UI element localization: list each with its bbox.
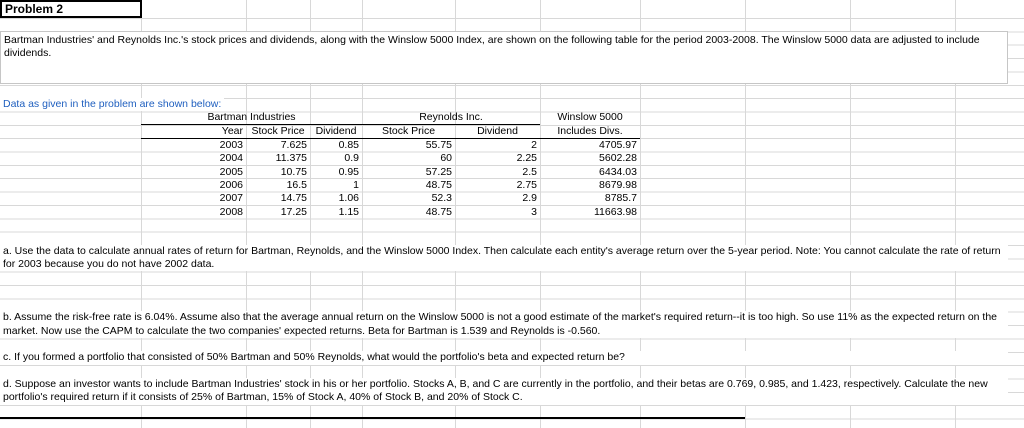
cell-bartman-price[interactable]: 16.5 (286, 179, 307, 192)
col-header-bartman-stock-price[interactable]: Stock Price (246, 124, 310, 140)
v-gridline (745, 0, 746, 428)
col-header-year[interactable]: Year (141, 124, 246, 140)
question-d[interactable]: d. Suppose an investor wants to include … (0, 377, 1008, 405)
v-gridline (540, 0, 541, 428)
problem-title: Problem 2 (5, 2, 64, 16)
cell-winslow-index[interactable]: 8785.7 (604, 192, 637, 205)
bottom-border-line (0, 416, 745, 419)
cell-winslow-index[interactable]: 5602.28 (599, 152, 637, 165)
cell-year[interactable]: 2004 (219, 152, 243, 165)
data-label-cell[interactable]: Data as given in the problem are shown b… (0, 98, 225, 111)
cell-reynolds-dividend[interactable]: 2.75 (516, 179, 537, 192)
cell-reynolds-dividend[interactable]: 2.25 (516, 152, 537, 165)
cell-reynolds-price[interactable]: 48.75 (425, 179, 452, 192)
cell-bartman-price[interactable]: 11.375 (275, 152, 307, 165)
table-row: 2003 7.625 0.85 55.75 2 4705.97 (141, 139, 640, 153)
question-a[interactable]: a. Use the data to calculate annual rate… (0, 244, 1008, 272)
v-gridline (310, 0, 311, 428)
cell-year[interactable]: 2003 (219, 139, 243, 152)
group-header-winslow[interactable]: Winslow 5000 (557, 111, 623, 124)
table-row: 2006 16.5 1 48.75 2.75 8679.98 (141, 179, 640, 192)
cell-year[interactable]: 2007 (219, 192, 243, 205)
cell-bartman-price[interactable]: 14.75 (280, 192, 307, 205)
cell-year[interactable]: 2005 (219, 165, 243, 178)
question-b-text: b. Assume the risk-free rate is 6.04%. A… (3, 311, 998, 337)
col-header-reynolds-stock-price[interactable]: Stock Price (362, 124, 455, 140)
cell-reynolds-price[interactable]: 57.25 (425, 165, 452, 178)
cell-year[interactable]: 2008 (219, 205, 243, 218)
v-gridline (141, 0, 142, 428)
cell-winslow-index[interactable]: 6434.03 (599, 165, 637, 178)
cell-winslow-index[interactable]: 4705.97 (599, 139, 637, 152)
column-header-row: Year Stock Price Dividend Stock Price Di… (141, 124, 640, 140)
col-header-winslow-includes-divs[interactable]: Includes Divs. (540, 124, 640, 140)
question-b[interactable]: b. Assume the risk-free rate is 6.04%. A… (0, 311, 1008, 338)
cell-bartman-price[interactable]: 17.25 (280, 205, 307, 218)
cell-reynolds-dividend[interactable]: 2.9 (522, 192, 537, 205)
table-row: 2008 17.25 1.15 48.75 3 11663.98 (141, 206, 640, 219)
cell-bartman-dividend[interactable]: 1 (353, 179, 359, 192)
v-gridline (246, 0, 247, 428)
cell-reynolds-price[interactable]: 52.3 (431, 192, 452, 205)
data-table: Bartman Industries Reynolds Inc. Winslow… (141, 111, 640, 219)
v-gridline (850, 0, 851, 428)
cell-reynolds-dividend[interactable]: 2 (531, 139, 537, 152)
cell-reynolds-price[interactable]: 60 (440, 152, 452, 165)
cell-bartman-price[interactable]: 7.625 (280, 139, 307, 152)
cell-bartman-price[interactable]: 10.75 (280, 165, 307, 178)
cell-reynolds-price[interactable]: 55.75 (425, 139, 452, 152)
problem-title-cell[interactable]: Problem 2 (0, 0, 142, 18)
table-row: 2005 10.75 0.95 57.25 2.5 6434.03 (141, 166, 640, 179)
intro-text-cell[interactable]: Bartman Industries' and Reynolds Inc.'s … (0, 31, 1008, 85)
question-a-text: a. Use the data to calculate annual rate… (3, 244, 1001, 270)
cell-reynolds-dividend[interactable]: 3 (531, 205, 537, 218)
cell-bartman-dividend[interactable]: 0.95 (338, 165, 359, 178)
v-gridline (362, 0, 363, 428)
cell-winslow-index[interactable]: 8679.98 (599, 179, 637, 192)
col-header-bartman-dividend[interactable]: Dividend (310, 124, 362, 140)
group-header-bartman[interactable]: Bartman Industries (141, 111, 362, 126)
table-row: 2004 11.375 0.9 60 2.25 5602.28 (141, 152, 640, 165)
cell-reynolds-dividend[interactable]: 2.5 (522, 165, 537, 178)
cell-winslow-index[interactable]: 11663.98 (593, 205, 637, 218)
intro-text: Bartman Industries' and Reynolds Inc.'s … (4, 34, 980, 60)
data-label-text: Data as given in the problem are shown b… (3, 98, 222, 110)
cell-bartman-dividend[interactable]: 1.06 (338, 192, 359, 205)
cell-bartman-dividend[interactable]: 0.85 (338, 139, 359, 152)
cell-reynolds-price[interactable]: 48.75 (425, 205, 452, 218)
v-gridline (455, 0, 456, 428)
cell-bartman-dividend[interactable]: 0.9 (344, 152, 359, 165)
cell-bartman-dividend[interactable]: 1.15 (338, 205, 359, 218)
question-c-text: c. If you formed a portfolio that consis… (3, 351, 625, 364)
table-row: 2007 14.75 1.06 52.3 2.9 8785.7 (141, 192, 640, 205)
cell-year[interactable]: 2006 (219, 179, 243, 192)
question-c[interactable]: c. If you formed a portfolio that consis… (0, 351, 1008, 365)
col-header-reynolds-dividend[interactable]: Dividend (455, 124, 540, 140)
question-d-text: d. Suppose an investor wants to include … (3, 377, 988, 404)
v-gridline (955, 0, 956, 428)
v-gridline (640, 0, 641, 428)
group-header-reynolds[interactable]: Reynolds Inc. (362, 111, 540, 126)
group-header-row: Bartman Industries Reynolds Inc. Winslow… (141, 111, 640, 126)
